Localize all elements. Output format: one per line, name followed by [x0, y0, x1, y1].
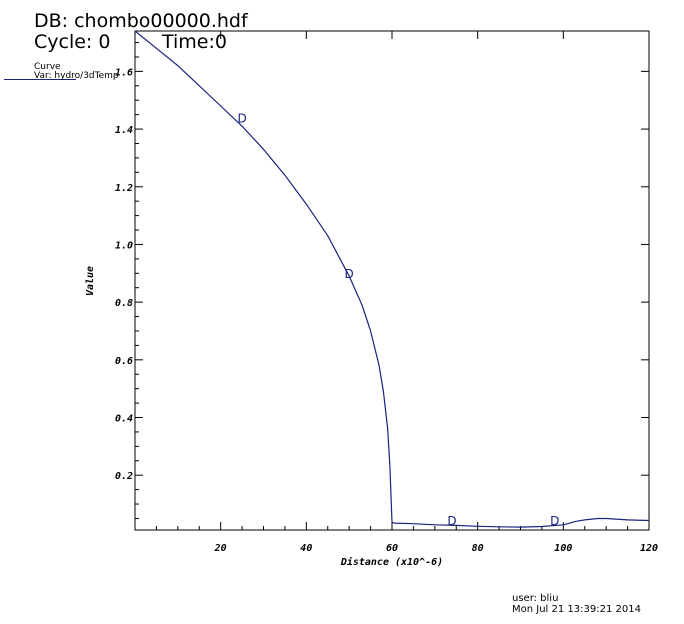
time-label: Time:0	[162, 31, 227, 53]
series-layer	[134, 30, 650, 528]
legend-title: Curve	[34, 62, 61, 72]
y-axis-label: Value	[85, 266, 96, 296]
y-tick-label: 1.0	[115, 240, 133, 251]
legend-variable: Var: hydro/3dTemp	[34, 71, 119, 81]
y-tick-label: 1.4	[115, 125, 133, 136]
plot-frame	[134, 30, 650, 531]
series-line	[134, 30, 650, 528]
y-tick-label: 1.2	[115, 183, 133, 194]
footer-timestamp: Mon Jul 21 13:39:21 2014	[512, 604, 641, 615]
x-tick-label: 80	[472, 543, 484, 554]
curve-marker: D	[550, 514, 559, 528]
legend-line-swatch	[4, 79, 76, 80]
x-tick-label: 120	[640, 543, 658, 554]
database-title: DB: chombo00000.hdf	[34, 10, 248, 32]
footer-user: user: bliu	[512, 593, 559, 604]
x-axis-label: Distance (x10^-6)	[340, 556, 443, 568]
x-tick-label: 40	[300, 543, 312, 554]
curve-marker: D	[237, 111, 246, 125]
y-tick-label: 0.4	[115, 414, 133, 425]
x-tick-label: 100	[554, 543, 572, 554]
y-tick-label: 0.8	[115, 298, 133, 309]
curve-marker: D	[447, 514, 456, 528]
x-tick-label: 20	[214, 543, 227, 554]
legend: Curve Var: hydro/3dTemp	[0, 62, 130, 86]
y-tick-label: 0.2	[115, 471, 133, 482]
curve-marker: D	[345, 267, 354, 281]
y-axis-ticks: 0.2 0.4 0.6 0.8 1.0 1.2 1.4 1.6	[115, 42, 649, 519]
y-tick-label: 0.6	[115, 356, 133, 367]
y-tick-label: 1.6	[115, 67, 133, 78]
marker-layer: D D D D	[237, 111, 559, 527]
x-axis-ticks: 20 40 60 80 100 120	[155, 31, 658, 554]
x-tick-label: 60	[386, 543, 398, 554]
cycle-label: Cycle: 0	[34, 31, 111, 53]
